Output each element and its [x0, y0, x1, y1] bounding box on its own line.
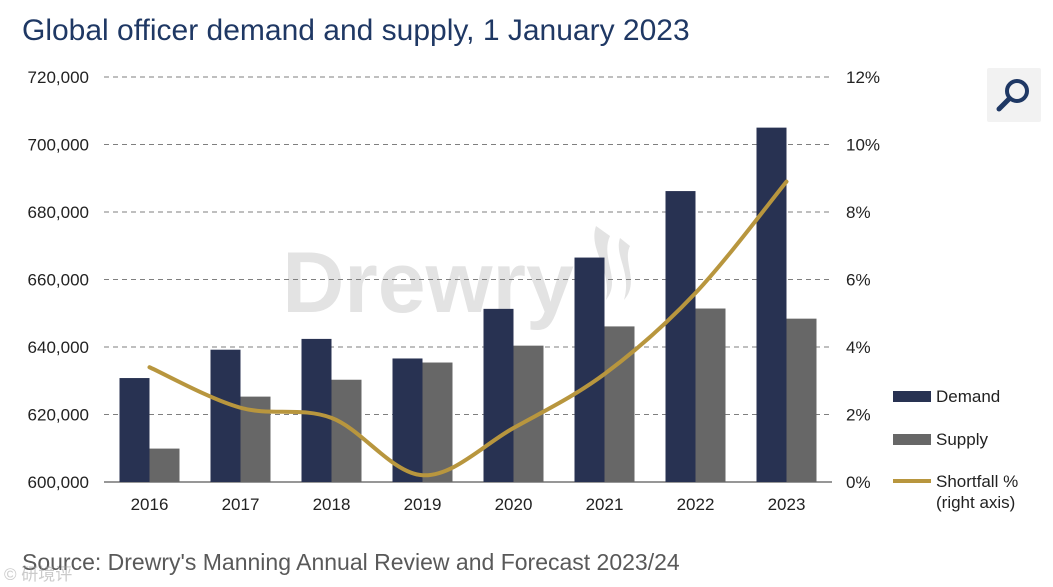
drewry-watermark: Drewry — [282, 226, 631, 331]
left-tick-label: 600,000 — [28, 473, 89, 492]
x-tick-label: 2018 — [313, 495, 351, 514]
watermark-text: Drewry — [282, 235, 574, 331]
legend-supply-label: Supply — [936, 430, 988, 449]
supply-bar — [331, 379, 362, 482]
bottom-watermark: © 研境评 — [4, 565, 73, 584]
legend-supply-swatch — [893, 434, 931, 445]
search-icon — [996, 79, 1029, 112]
demand-bar — [756, 127, 787, 482]
x-axis: 2016 2017 2018 2019 2020 2021 2022 2023 — [131, 495, 806, 514]
search-button[interactable] — [987, 68, 1041, 122]
x-tick-label: 2017 — [222, 495, 260, 514]
x-tick-label: 2022 — [677, 495, 715, 514]
legend-demand-swatch — [893, 391, 931, 402]
legend-shortfall-label: Shortfall % — [936, 472, 1018, 491]
legend: Demand Supply Shortfall % (right axis) — [893, 387, 1018, 512]
chart-title: Global officer demand and supply, 1 Janu… — [22, 14, 690, 47]
demand-bar — [210, 349, 241, 482]
supply-bar — [422, 362, 453, 482]
x-tick-label: 2023 — [768, 495, 806, 514]
right-tick-label: 2% — [846, 406, 871, 425]
right-tick-label: 4% — [846, 338, 871, 357]
left-tick-label: 660,000 — [28, 271, 89, 290]
legend-demand-label: Demand — [936, 387, 1000, 406]
x-tick-label: 2019 — [404, 495, 442, 514]
right-tick-label: 6% — [846, 271, 871, 290]
left-tick-label: 700,000 — [28, 136, 89, 155]
right-tick-label: 12% — [846, 68, 880, 87]
demand-bar — [665, 191, 696, 482]
right-axis: 0% 2% 4% 6% 8% 10% 12% — [846, 68, 880, 492]
left-tick-label: 680,000 — [28, 203, 89, 222]
source-note: Source: Drewry's Manning Annual Review a… — [22, 549, 680, 575]
right-tick-label: 10% — [846, 136, 880, 155]
right-tick-label: 8% — [846, 203, 871, 222]
legend-shortfall-sublabel: (right axis) — [936, 493, 1015, 512]
demand-bar — [483, 308, 514, 482]
right-tick-label: 0% — [846, 473, 871, 492]
left-tick-label: 640,000 — [28, 338, 89, 357]
supply-bar — [695, 308, 726, 482]
left-tick-label: 620,000 — [28, 406, 89, 425]
demand-bar — [119, 378, 150, 482]
x-tick-label: 2016 — [131, 495, 169, 514]
demand-bar — [574, 257, 605, 482]
demand-bar — [392, 358, 423, 482]
supply-bar — [786, 318, 817, 482]
left-axis: 600,000 620,000 640,000 660,000 680,000 700,0… — [28, 68, 89, 492]
supply-bar — [604, 326, 635, 482]
x-tick-label: 2021 — [586, 495, 624, 514]
x-tick-label: 2020 — [495, 495, 533, 514]
shortfall-line-group — [147, 179, 789, 478]
left-tick-label: 720,000 — [28, 68, 89, 87]
supply-bar — [149, 448, 180, 482]
demand-bar — [301, 338, 332, 482]
